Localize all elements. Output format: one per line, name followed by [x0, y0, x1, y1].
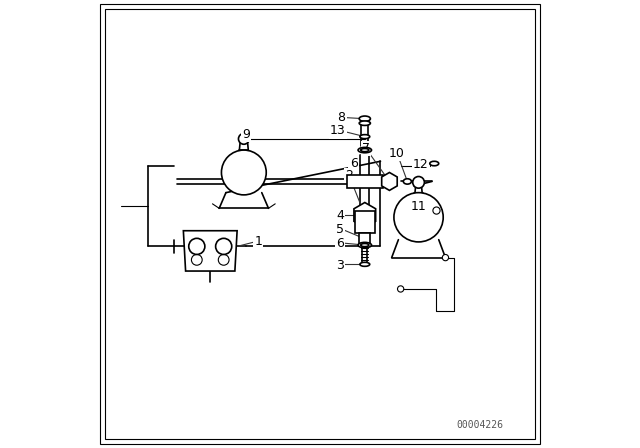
Bar: [355, 211, 374, 233]
Circle shape: [221, 150, 266, 195]
Circle shape: [189, 238, 205, 254]
Circle shape: [239, 134, 249, 144]
Text: 8: 8: [337, 111, 346, 124]
Polygon shape: [184, 231, 237, 271]
Polygon shape: [347, 175, 383, 188]
Text: 00004226: 00004226: [457, 420, 504, 430]
Text: 12: 12: [413, 158, 429, 172]
Circle shape: [216, 238, 232, 254]
Circle shape: [397, 286, 404, 292]
Ellipse shape: [403, 179, 412, 184]
Ellipse shape: [358, 147, 372, 153]
Text: 6: 6: [349, 157, 358, 170]
Text: 9: 9: [242, 128, 250, 141]
Text: 7: 7: [362, 142, 370, 155]
Ellipse shape: [361, 243, 369, 246]
Polygon shape: [381, 172, 397, 190]
Text: 10: 10: [389, 146, 405, 160]
Circle shape: [394, 193, 443, 242]
Ellipse shape: [358, 242, 372, 248]
Ellipse shape: [359, 116, 371, 121]
Text: 11: 11: [411, 200, 426, 214]
Ellipse shape: [361, 149, 369, 151]
Ellipse shape: [360, 135, 370, 139]
Text: 1: 1: [254, 234, 262, 248]
Ellipse shape: [359, 121, 371, 125]
Ellipse shape: [430, 161, 439, 166]
Text: 2: 2: [345, 169, 353, 182]
Ellipse shape: [360, 263, 370, 266]
Bar: [360, 233, 370, 244]
Polygon shape: [354, 202, 376, 228]
Text: 6: 6: [336, 237, 344, 250]
Text: 3: 3: [336, 258, 344, 272]
Text: 5: 5: [336, 223, 344, 236]
Text: 13: 13: [330, 124, 346, 138]
Circle shape: [413, 177, 424, 188]
Text: 4: 4: [336, 208, 344, 222]
Circle shape: [442, 254, 449, 261]
